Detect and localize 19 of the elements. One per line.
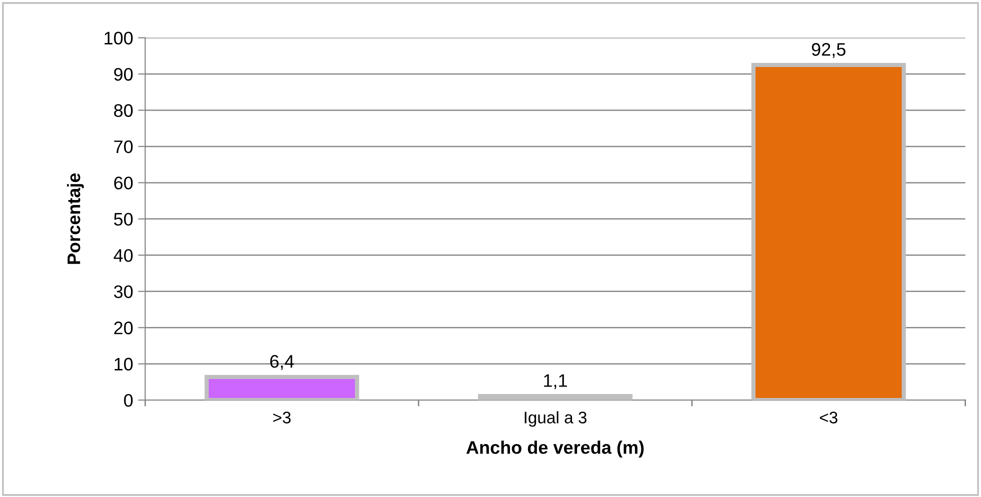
- y-tick-label: 80: [114, 104, 133, 117]
- y-tick-label: 40: [114, 249, 133, 262]
- y-tick-label: 90: [114, 68, 133, 81]
- y-axis-title: Porcentaje: [66, 173, 84, 264]
- y-tick-label: 100: [104, 32, 133, 44]
- y-tick-label: 50: [114, 212, 133, 226]
- y-tick-label: 20: [114, 322, 133, 334]
- data-label: 1,1: [544, 374, 567, 390]
- x-axis-title: Ancho de vereda (m): [466, 440, 644, 458]
- y-tick-label: 60: [114, 176, 133, 190]
- x-tick-label: <3: [820, 412, 838, 424]
- y-tick-label: 30: [114, 285, 133, 298]
- y-tick-label: 0: [124, 394, 133, 407]
- x-tick-label: >3: [273, 412, 291, 424]
- y-tick-label: 70: [114, 140, 133, 154]
- data-label: 92,5: [812, 43, 846, 58]
- data-label: 6,4: [270, 354, 294, 370]
- y-tick-label: 10: [114, 358, 133, 371]
- x-tick-label: Igual a 3: [524, 411, 586, 427]
